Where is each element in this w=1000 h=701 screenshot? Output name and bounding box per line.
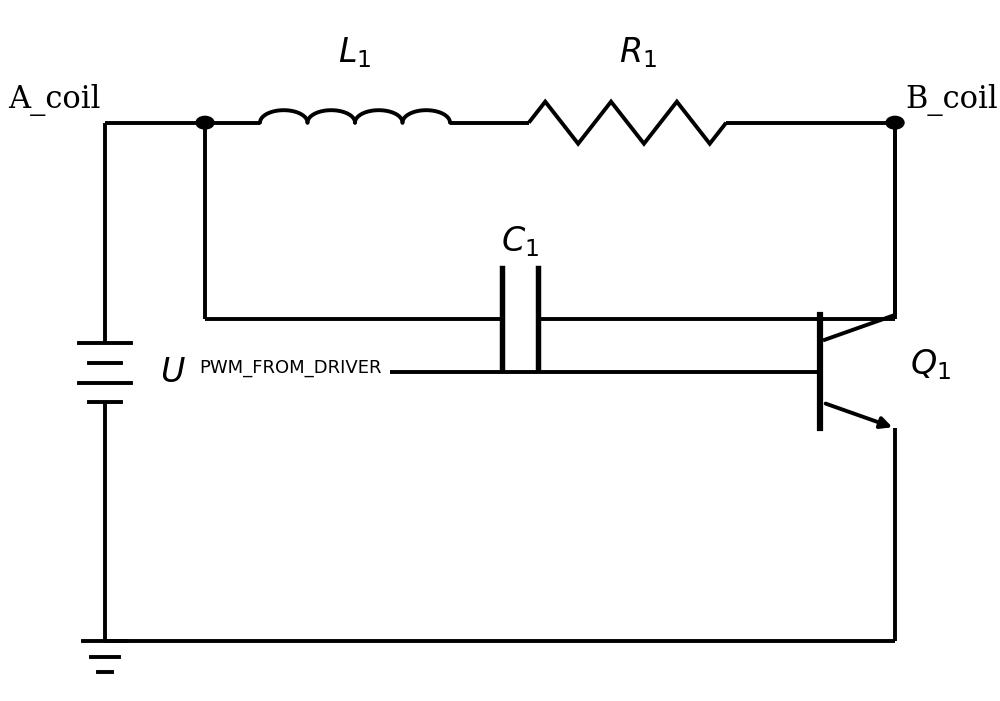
Text: A_coil: A_coil <box>8 83 100 116</box>
Text: $R_1$: $R_1$ <box>619 35 656 70</box>
Text: $Q_1$: $Q_1$ <box>910 347 951 382</box>
Circle shape <box>886 116 904 129</box>
Circle shape <box>196 116 214 129</box>
Text: $U$: $U$ <box>160 356 186 390</box>
Text: $C_1$: $C_1$ <box>501 224 539 259</box>
Text: B_coil: B_coil <box>905 83 998 116</box>
Text: $L_1$: $L_1$ <box>338 35 372 70</box>
Text: PWM_FROM_DRIVER: PWM_FROM_DRIVER <box>200 359 382 377</box>
